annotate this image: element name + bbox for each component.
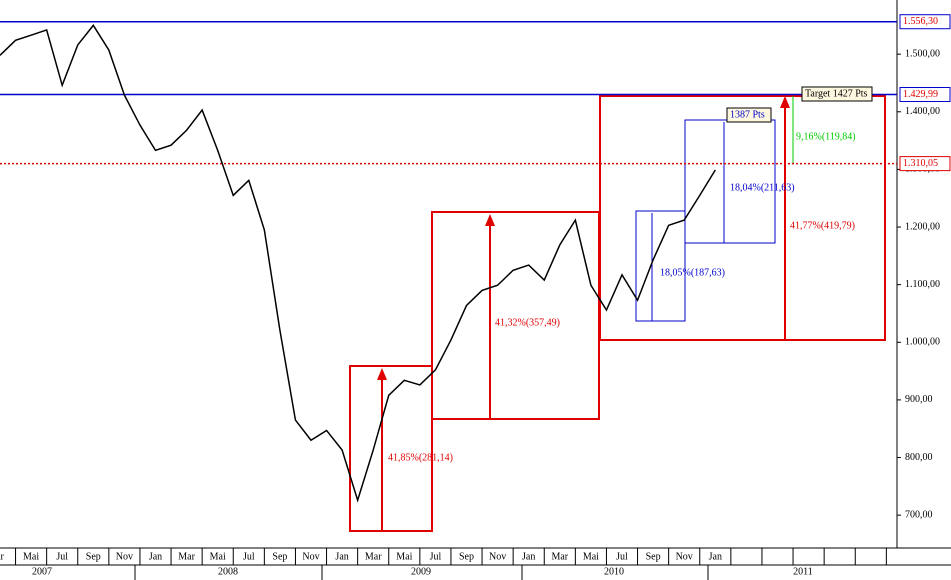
annotation: Target 1427 Pts	[805, 88, 868, 99]
x-tick-label: Jan	[335, 551, 348, 562]
x-tick-label: Mai	[583, 551, 599, 562]
x-tick-label: Mai	[23, 551, 39, 562]
arrow-head	[485, 214, 495, 226]
x-tick-label: Nov	[116, 551, 133, 562]
arrow-head	[377, 368, 387, 380]
y-tick-label: 800,00	[905, 452, 933, 463]
y-tick-label: 1.000,00	[905, 337, 940, 348]
level-label-box	[899, 156, 951, 172]
x-tick-label: Mai	[210, 551, 226, 562]
annotation-shapes	[349, 95, 886, 532]
x-tick-label: Mai	[396, 551, 412, 562]
annotation: 18,05%(187,63)	[660, 267, 725, 278]
level-label-box	[899, 87, 951, 103]
x-tick-label: Nov	[302, 551, 319, 562]
red-box	[349, 365, 433, 532]
x-tick-label: Jan	[709, 551, 722, 562]
x-tick-label: Jul	[616, 551, 628, 562]
x-tick-label: Jan	[149, 551, 162, 562]
x-tick-label: Jan	[522, 551, 535, 562]
y-tick-label: 1.100,00	[905, 279, 940, 290]
x-tick-label: Sep	[272, 551, 287, 562]
annotation-box	[726, 107, 772, 123]
x-tick-label: Nov	[676, 551, 693, 562]
arrow-head	[780, 96, 790, 108]
level-label: 1.429,99	[903, 89, 938, 100]
x-tick-label: Sep	[459, 551, 474, 562]
year-label: 2010	[604, 566, 624, 577]
annotation: 1387 Pts	[730, 109, 765, 120]
x-tick-label: Mar	[365, 551, 382, 562]
y-tick-label: 1.500,00	[905, 48, 940, 59]
x-tick-label: ar	[0, 551, 5, 562]
x-tick-label: Mar	[551, 551, 568, 562]
year-label: 2011	[793, 566, 813, 577]
y-tick-label: 1.400,00	[905, 106, 940, 117]
year-label: 2007	[32, 566, 52, 577]
annotation: 41,77%(419,79)	[790, 220, 855, 231]
x-tick-label: Jul	[243, 551, 255, 562]
y-tick-label: 1.200,00	[905, 221, 940, 232]
level-label-box	[899, 14, 951, 30]
annotation: 41,85%(281,14)	[388, 452, 453, 463]
x-tick-label: Sep	[646, 551, 661, 562]
annotation: 9,16%(119,84)	[796, 131, 856, 142]
blue-box	[635, 210, 686, 322]
annotation: 18,04%(211,63)	[730, 182, 795, 193]
y-tick-label: 900,00	[905, 394, 933, 405]
x-tick-label: Mar	[178, 551, 195, 562]
level-label: 1.310,05	[903, 158, 938, 169]
price-line	[0, 24, 716, 503]
annotation-box	[801, 86, 873, 102]
annotation: 41,32%(357,49)	[495, 317, 560, 328]
y-tick-label: 700,00	[905, 509, 933, 520]
x-tick-label: Jul	[430, 551, 442, 562]
red-box	[599, 95, 886, 341]
x-tick-label: Jul	[56, 551, 68, 562]
year-label: 2008	[218, 566, 238, 577]
level-label: 1.556,30	[903, 16, 938, 27]
x-tick-label: Sep	[86, 551, 101, 562]
year-label: 2009	[411, 566, 431, 577]
x-tick-label: Nov	[489, 551, 506, 562]
